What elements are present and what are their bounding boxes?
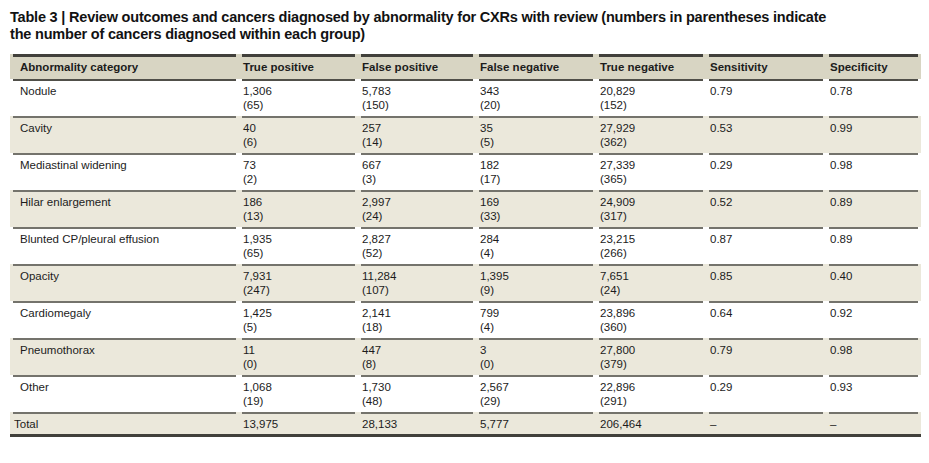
review-outcomes-table: Abnormality category True positive False… bbox=[10, 54, 921, 437]
table-title: Table 3 | Review outcomes and cancers di… bbox=[10, 9, 919, 43]
table-row: Nodule 1,306(65) 5,783(150) 343(20) 20,8… bbox=[10, 79, 921, 116]
false-positive-cell: 2,827(52) bbox=[358, 227, 476, 264]
specificity-cell: 0.78 bbox=[826, 79, 921, 116]
table-row: Opacity 7,931(247) 11,284(107) 1,395(9) … bbox=[10, 264, 921, 301]
false-negative-cell: 2,567(29) bbox=[476, 375, 596, 412]
false-positive-cell: 5,783(150) bbox=[358, 79, 476, 116]
true-positive-cell: 1,935(65) bbox=[239, 227, 358, 264]
true-negative-cell: 27,929(362) bbox=[596, 116, 706, 153]
false-negative-cell: 5,777 bbox=[476, 412, 596, 437]
true-negative-cell: 7,651(24) bbox=[596, 264, 706, 301]
total-row: Total 13,975 28,133 5,777 206,464 – – bbox=[10, 412, 921, 437]
false-positive-cell: 257(14) bbox=[358, 116, 476, 153]
specificity-cell: 0.98 bbox=[826, 338, 921, 375]
false-positive-cell: 447(8) bbox=[358, 338, 476, 375]
sensitivity-cell: 0.87 bbox=[706, 227, 826, 264]
table-row: Pneumothorax 11(0) 447(8) 3(0) 27,800(37… bbox=[10, 338, 921, 375]
sensitivity-cell: 0.79 bbox=[706, 79, 826, 116]
true-negative-cell: 206,464 bbox=[596, 412, 706, 437]
false-negative-cell: 182(17) bbox=[476, 153, 596, 190]
category-cell: Hilar enlargement bbox=[10, 190, 239, 227]
true-positive-cell: 1,306(65) bbox=[239, 79, 358, 116]
false-positive-cell: 11,284(107) bbox=[358, 264, 476, 301]
sensitivity-cell: 0.52 bbox=[706, 190, 826, 227]
false-positive-cell: 28,133 bbox=[358, 412, 476, 437]
specificity-cell: – bbox=[826, 412, 921, 437]
category-cell: Nodule bbox=[10, 79, 239, 116]
category-cell: Cardiomegaly bbox=[10, 301, 239, 338]
specificity-cell: 0.40 bbox=[826, 264, 921, 301]
specificity-cell: 0.98 bbox=[826, 153, 921, 190]
true-negative-cell: 27,800(379) bbox=[596, 338, 706, 375]
sensitivity-cell: 0.53 bbox=[706, 116, 826, 153]
specificity-cell: 0.92 bbox=[826, 301, 921, 338]
true-negative-cell: 20,829(152) bbox=[596, 79, 706, 116]
category-cell: Mediastinal widening bbox=[10, 153, 239, 190]
specificity-cell: 0.89 bbox=[826, 227, 921, 264]
false-negative-cell: 799(4) bbox=[476, 301, 596, 338]
false-negative-cell: 284(4) bbox=[476, 227, 596, 264]
true-negative-cell: 23,215(266) bbox=[596, 227, 706, 264]
false-positive-cell: 1,730(48) bbox=[358, 375, 476, 412]
false-negative-cell: 35(5) bbox=[476, 116, 596, 153]
false-negative-cell: 343(20) bbox=[476, 79, 596, 116]
table-row: Mediastinal widening 73(2) 667(3) 182(17… bbox=[10, 153, 921, 190]
category-cell: Cavity bbox=[10, 116, 239, 153]
category-cell: Pneumothorax bbox=[10, 338, 239, 375]
sensitivity-cell: 0.85 bbox=[706, 264, 826, 301]
category-cell: Other bbox=[10, 375, 239, 412]
table-row: Other 1,068(19) 1,730(48) 2,567(29) 22,8… bbox=[10, 375, 921, 412]
true-positive-cell: 1,068(19) bbox=[239, 375, 358, 412]
table-row: Cavity 40(6) 257(14) 35(5) 27,929(362) 0… bbox=[10, 116, 921, 153]
category-cell: Blunted CP/pleural effusion bbox=[10, 227, 239, 264]
true-positive-cell: 73(2) bbox=[239, 153, 358, 190]
sensitivity-cell: 0.64 bbox=[706, 301, 826, 338]
header-false-positive: False positive bbox=[358, 54, 476, 79]
table-row: Blunted CP/pleural effusion 1,935(65) 2,… bbox=[10, 227, 921, 264]
true-positive-cell: 11(0) bbox=[239, 338, 358, 375]
sensitivity-cell: 0.29 bbox=[706, 375, 826, 412]
header-row: Abnormality category True positive False… bbox=[10, 54, 921, 79]
sensitivity-cell: – bbox=[706, 412, 826, 437]
true-positive-cell: 13,975 bbox=[239, 412, 358, 437]
true-positive-cell: 40(6) bbox=[239, 116, 358, 153]
header-false-negative: False negative bbox=[476, 54, 596, 79]
true-positive-cell: 186(13) bbox=[239, 190, 358, 227]
header-specificity: Specificity bbox=[826, 54, 921, 79]
table-row: Hilar enlargement 186(13) 2,997(24) 169(… bbox=[10, 190, 921, 227]
true-negative-cell: 24,909(317) bbox=[596, 190, 706, 227]
table-title-line2: the number of cancers diagnosed within e… bbox=[10, 26, 919, 43]
specificity-cell: 0.93 bbox=[826, 375, 921, 412]
table-title-line1: Table 3 | Review outcomes and cancers di… bbox=[10, 9, 919, 26]
sensitivity-cell: 0.29 bbox=[706, 153, 826, 190]
true-negative-cell: 22,896(291) bbox=[596, 375, 706, 412]
category-cell: Total bbox=[10, 412, 239, 437]
header-sensitivity: Sensitivity bbox=[706, 54, 826, 79]
category-cell: Opacity bbox=[10, 264, 239, 301]
false-negative-cell: 169(33) bbox=[476, 190, 596, 227]
table-row: Cardiomegaly 1,425(5) 2,141(18) 799(4) 2… bbox=[10, 301, 921, 338]
specificity-cell: 0.89 bbox=[826, 190, 921, 227]
false-negative-cell: 1,395(9) bbox=[476, 264, 596, 301]
header-abnormality-category: Abnormality category bbox=[10, 54, 239, 79]
specificity-cell: 0.99 bbox=[826, 116, 921, 153]
sensitivity-cell: 0.79 bbox=[706, 338, 826, 375]
true-positive-cell: 7,931(247) bbox=[239, 264, 358, 301]
true-negative-cell: 23,896(360) bbox=[596, 301, 706, 338]
false-negative-cell: 3(0) bbox=[476, 338, 596, 375]
header-true-positive: True positive bbox=[239, 54, 358, 79]
true-positive-cell: 1,425(5) bbox=[239, 301, 358, 338]
false-positive-cell: 2,997(24) bbox=[358, 190, 476, 227]
page: Table 3 | Review outcomes and cancers di… bbox=[0, 0, 929, 463]
false-positive-cell: 2,141(18) bbox=[358, 301, 476, 338]
true-negative-cell: 27,339(365) bbox=[596, 153, 706, 190]
header-true-negative: True negative bbox=[596, 54, 706, 79]
false-positive-cell: 667(3) bbox=[358, 153, 476, 190]
